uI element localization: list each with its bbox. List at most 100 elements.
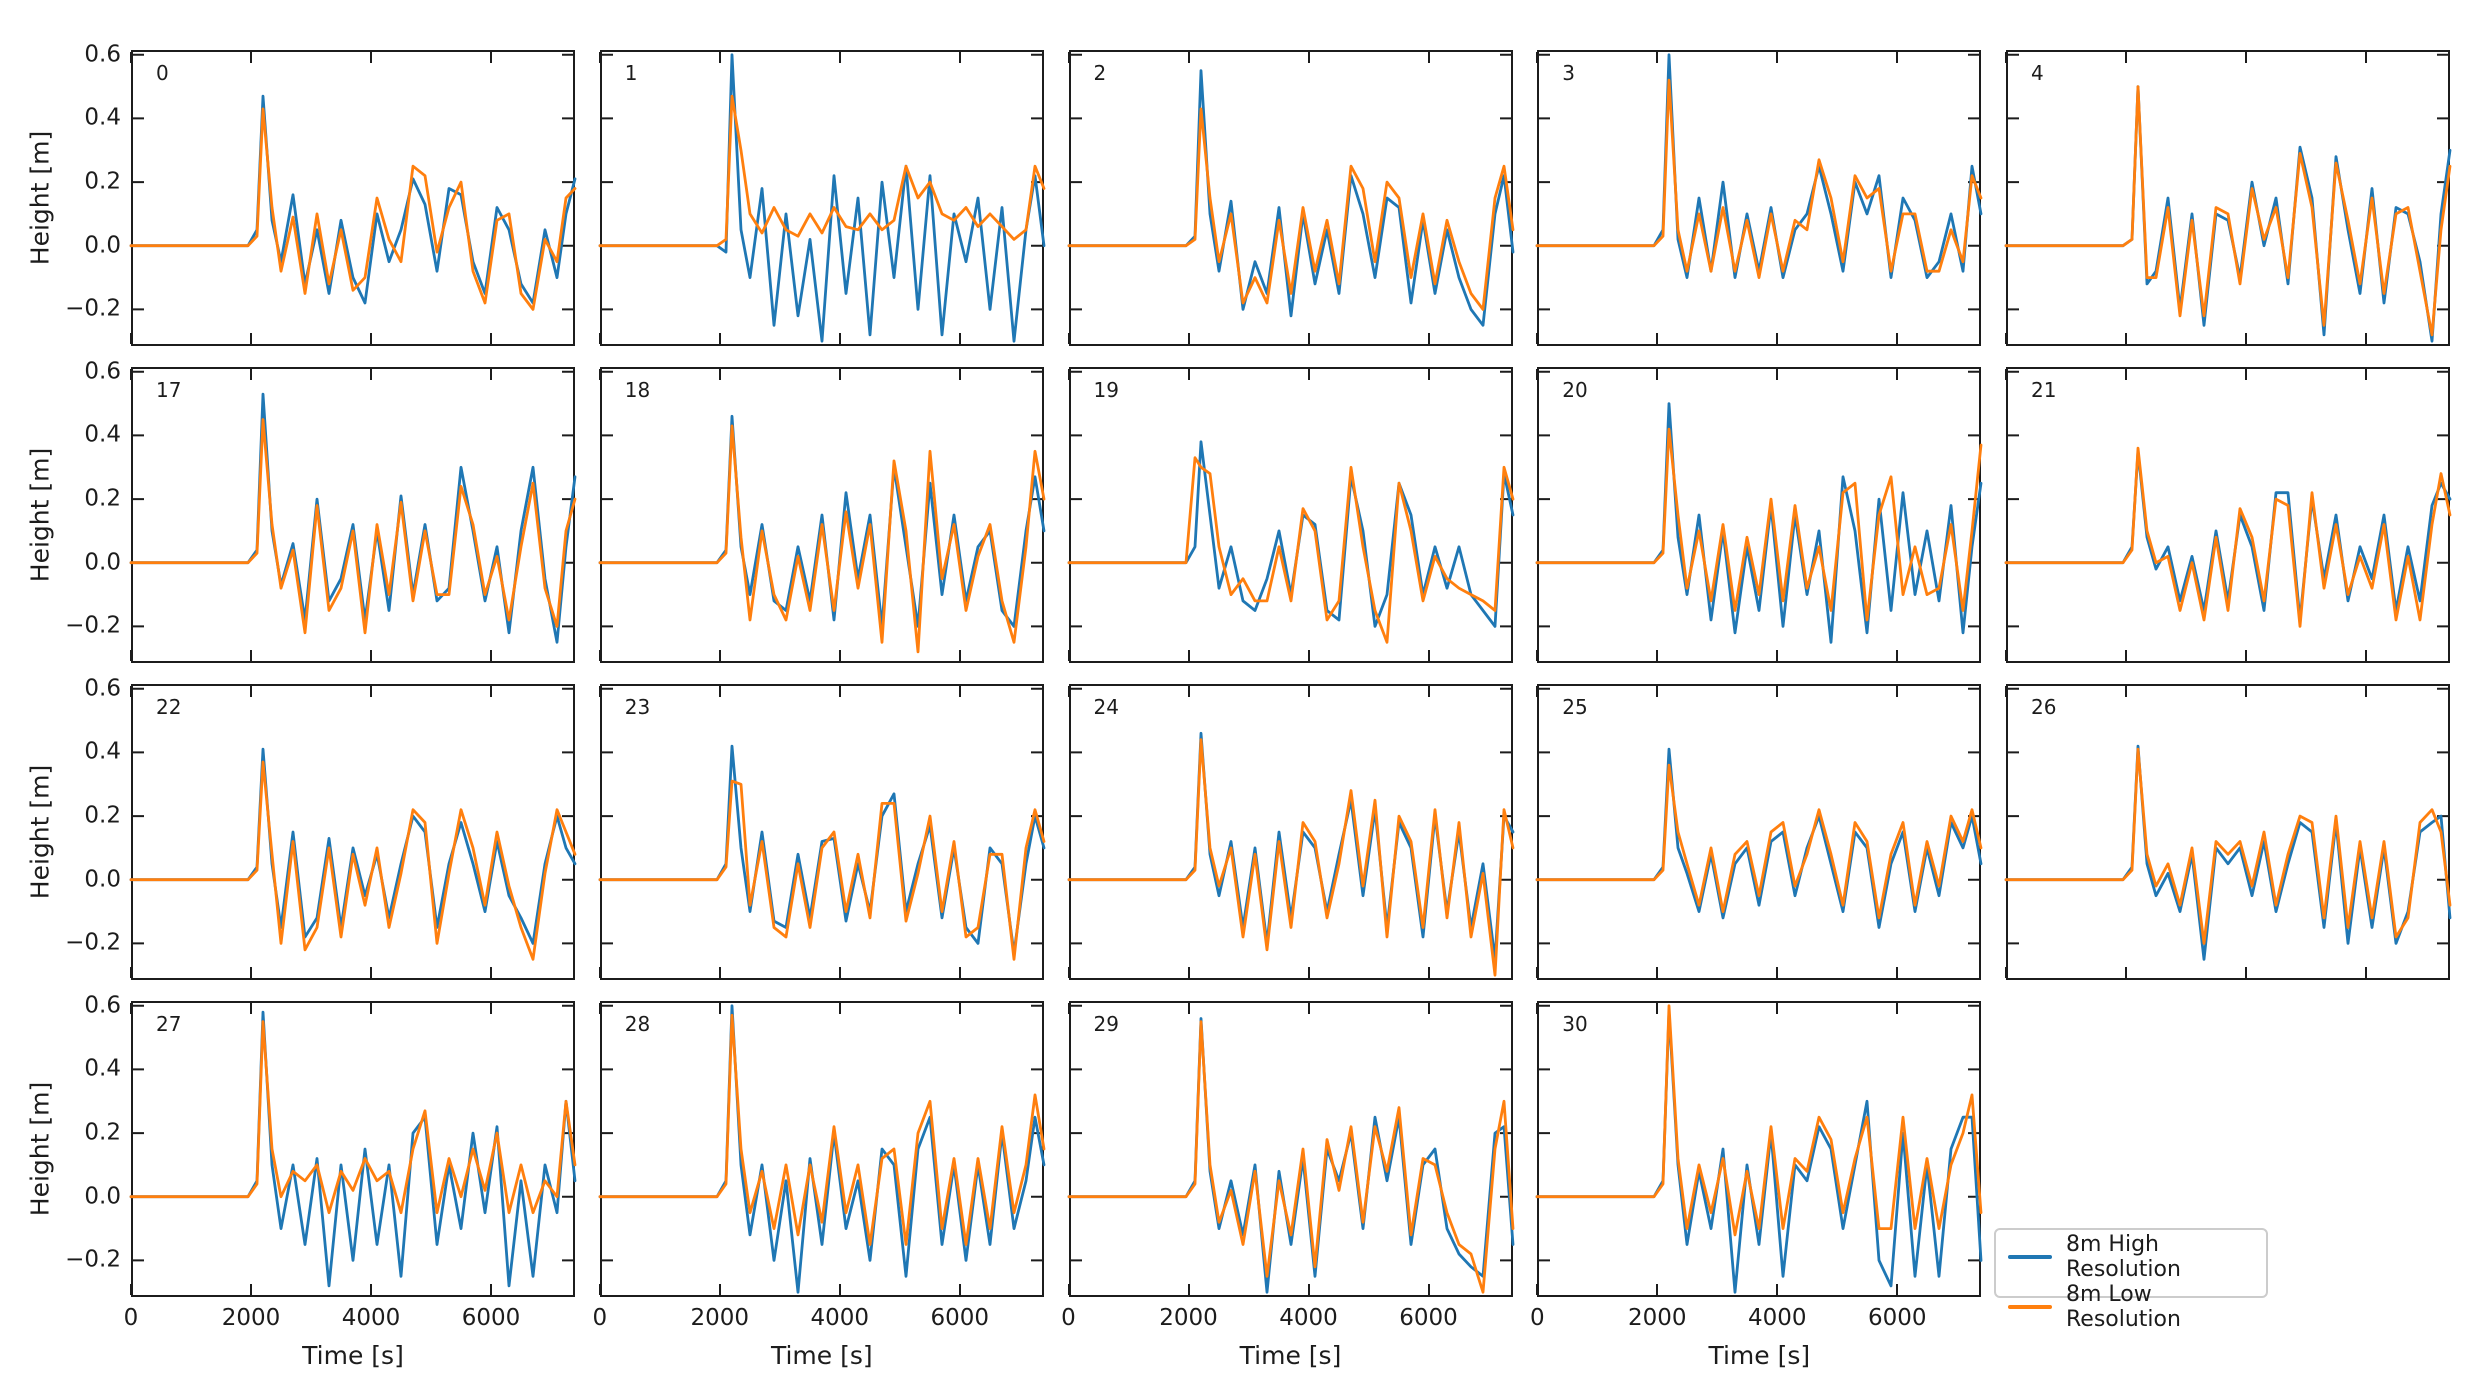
- y-axis-title: Height [m]: [25, 447, 55, 583]
- tick-marks: [130, 686, 573, 978]
- low-resolution-line-swatch: [2008, 1305, 2052, 1309]
- y-tick-label: 0.2: [84, 168, 121, 195]
- tick-marks: [1536, 686, 1980, 978]
- y-axis-title: Height [m]: [25, 1081, 55, 1217]
- subplot-28: [598, 1001, 1046, 1297]
- y-tick-label: 0.6: [84, 41, 121, 68]
- subplot-20: [1535, 367, 1983, 663]
- subplot-29: [1067, 1001, 1514, 1297]
- x-tick-label: 6000: [1868, 1305, 1927, 1331]
- subplot-26: [2004, 684, 2452, 980]
- high-resolution-line: [129, 392, 577, 644]
- x-tick-label: 0: [592, 1305, 608, 1331]
- subplot-label-18: 18: [624, 378, 651, 402]
- legend-label-low-resolution: 8m Low Resolution: [2066, 1282, 2181, 1332]
- low-resolution-line: [598, 94, 1046, 248]
- tick-marks: [2005, 52, 2448, 344]
- y-tick-label: 0.6: [84, 675, 121, 702]
- axes-spines: [131, 50, 575, 346]
- subplot-18: [598, 367, 1046, 663]
- axes-spines: [599, 367, 1044, 663]
- low-resolution-line: [129, 107, 577, 311]
- subplot-label-21: 21: [2031, 378, 2057, 402]
- subplot-4: [2004, 50, 2452, 346]
- tick-marks: [130, 52, 573, 344]
- subplot-label-17: 17: [156, 378, 182, 402]
- tick-marks: [2005, 686, 2448, 978]
- subplot-label-25: 25: [1562, 695, 1588, 719]
- axes-spines: [599, 684, 1044, 980]
- y-tick-label: 0.2: [84, 1119, 121, 1146]
- y-tick-label: 0.0: [84, 866, 121, 893]
- axes-spines: [1068, 684, 1513, 980]
- y-tick-label: −0.2: [65, 929, 121, 956]
- low-resolution-line: [1535, 427, 1983, 622]
- tick-marks: [2005, 369, 2448, 661]
- tick-marks: [1067, 1003, 1511, 1295]
- tick-marks: [1067, 686, 1511, 978]
- low-resolution-line: [598, 779, 1046, 961]
- low-resolution-line: [598, 424, 1046, 654]
- high-resolution-line: [598, 414, 1046, 628]
- axes-spines: [599, 50, 1044, 346]
- y-tick-label: −0.2: [65, 1246, 121, 1273]
- subplot-17: [129, 367, 577, 663]
- subplot-22: [129, 684, 577, 980]
- x-tick-label: 2000: [690, 1305, 750, 1331]
- high-resolution-line: [1067, 1017, 1514, 1294]
- y-tick-label: 0.0: [84, 1183, 121, 1210]
- y-tick-label: 0.2: [84, 485, 121, 512]
- subplot-23: [598, 684, 1046, 980]
- x-tick-label: 6000: [1399, 1305, 1458, 1331]
- tick-marks: [598, 52, 1042, 344]
- x-axis-title: Time [s]: [770, 1341, 873, 1370]
- high-resolution-line: [598, 53, 1046, 343]
- x-tick-label: 0: [123, 1305, 139, 1331]
- axes-spines: [599, 1001, 1044, 1297]
- low-resolution-line: [1535, 78, 1983, 280]
- subplot-label-22: 22: [156, 695, 182, 719]
- subplot-3: [1535, 50, 1983, 346]
- y-tick-label: 0.6: [84, 992, 121, 1019]
- x-tick-label: 0: [1061, 1305, 1076, 1331]
- axes-spines: [1537, 684, 1982, 980]
- legend-item-low-resolution: 8m Low Resolution: [2008, 1282, 2254, 1332]
- low-resolution-line: [2004, 85, 2452, 337]
- high-resolution-line: [129, 94, 577, 305]
- subplot-1: [598, 50, 1046, 346]
- high-resolution-line: [2004, 744, 2452, 961]
- subplot-label-26: 26: [2031, 695, 2057, 719]
- high-resolution-line: [129, 747, 577, 945]
- low-resolution-line: [2004, 747, 2452, 945]
- x-tick-label: 4000: [341, 1305, 401, 1331]
- subplot-label-28: 28: [624, 1012, 651, 1036]
- low-resolution-line: [1067, 456, 1514, 644]
- low-resolution-line: [1535, 1004, 1983, 1237]
- high-resolution-line: [129, 1010, 577, 1288]
- x-tick-label: 4000: [1279, 1305, 1338, 1331]
- subplot-label-24: 24: [1093, 695, 1119, 719]
- y-tick-label: 0.4: [84, 104, 121, 131]
- low-resolution-line: [598, 1013, 1046, 1246]
- subplot-label-1: 1: [624, 61, 638, 85]
- x-tick-label: 4000: [1748, 1305, 1807, 1331]
- subplot-label-29: 29: [1093, 1012, 1119, 1036]
- axes-spines: [2006, 50, 2450, 346]
- high-resolution-line-swatch: [2008, 1255, 2052, 1259]
- high-resolution-line: [1067, 69, 1514, 327]
- subplot-label-30: 30: [1562, 1012, 1588, 1036]
- subplot-27: [129, 1001, 577, 1297]
- subplot-24: [1067, 684, 1514, 980]
- high-resolution-line: [1535, 53, 1983, 280]
- subplot-0: [129, 50, 577, 346]
- axes-spines: [1068, 50, 1513, 346]
- y-tick-label: 0.4: [84, 1055, 121, 1082]
- x-axis-title: Time [s]: [302, 1341, 404, 1370]
- subplot-2: [1067, 50, 1514, 346]
- subplot-label-27: 27: [156, 1012, 182, 1036]
- high-resolution-line: [598, 1004, 1046, 1294]
- y-axis-title: Height [m]: [25, 130, 55, 266]
- tick-marks: [1536, 52, 1980, 344]
- tick-marks: [1536, 369, 1980, 661]
